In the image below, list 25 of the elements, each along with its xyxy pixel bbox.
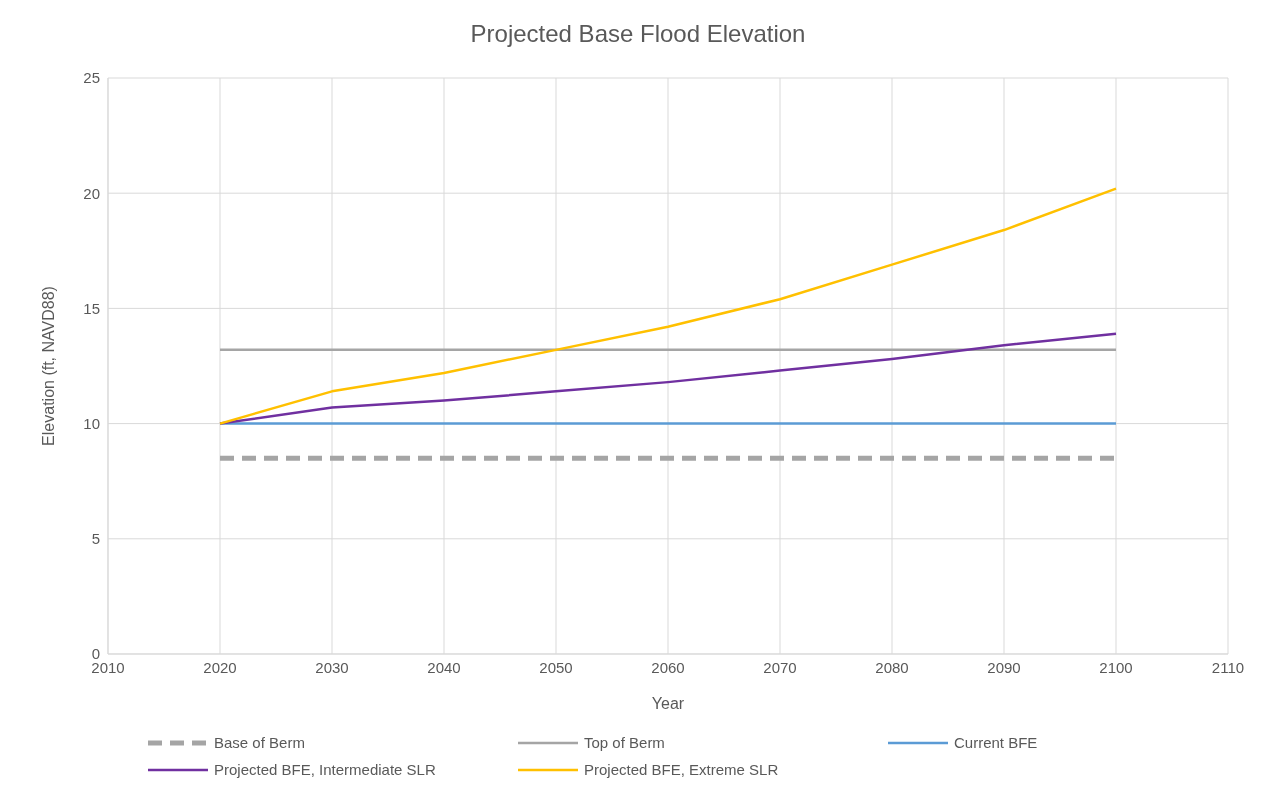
line-series bbox=[218, 187, 1118, 425]
x-tick-label: 2050 bbox=[539, 658, 573, 676]
legend-label: Base of Berm bbox=[214, 734, 305, 751]
x-tick-label: 2060 bbox=[651, 658, 685, 676]
y-tick-label: 10 bbox=[83, 414, 100, 432]
x-tick-label: 2080 bbox=[875, 658, 909, 676]
x-tick-label: 2020 bbox=[203, 658, 237, 676]
legend-label: Projected BFE, Intermediate SLR bbox=[214, 761, 436, 778]
legend-label: Top of Berm bbox=[584, 734, 665, 751]
line-series bbox=[218, 332, 1118, 425]
y-tick-label: 5 bbox=[91, 530, 100, 548]
y-tick-label: 25 bbox=[83, 69, 100, 87]
x-tick-label: 2100 bbox=[1099, 658, 1133, 676]
y-tick-label: 20 bbox=[83, 184, 100, 202]
x-tick-label: 2040 bbox=[427, 658, 461, 676]
x-tick-label: 2090 bbox=[987, 658, 1021, 676]
chart-title: Projected Base Flood Elevation bbox=[469, 20, 807, 48]
x-axis-title: Year bbox=[651, 695, 685, 712]
legend-label: Current BFE bbox=[954, 734, 1038, 751]
x-tick-label: 2030 bbox=[315, 658, 349, 676]
x-tick-label: 2110 bbox=[1211, 658, 1245, 676]
legend-label: Projected BFE, Extreme SLR bbox=[584, 761, 779, 778]
y-axis-title: Elevation (ft, NAVD88) bbox=[39, 286, 57, 446]
x-tick-label: 2070 bbox=[763, 658, 797, 676]
y-tick-label: 15 bbox=[83, 299, 100, 317]
